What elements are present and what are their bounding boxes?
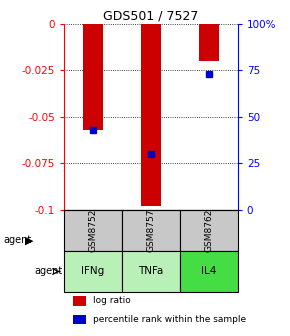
Bar [72,315,86,325]
Text: ▶: ▶ [25,235,33,245]
Text: GSM8762: GSM8762 [204,209,213,252]
Text: percentile rank within the sample: percentile rank within the sample [93,315,246,324]
Text: IFNg: IFNg [81,266,104,277]
Bar [64,210,122,251]
Text: log ratio: log ratio [93,296,131,305]
Bar [122,251,180,292]
Bar [199,24,219,61]
Text: IL4: IL4 [201,266,217,277]
Bar [122,210,180,251]
Text: agent: agent [3,235,31,245]
Text: TNFa: TNFa [138,266,164,277]
Bar [180,210,238,251]
Text: agent: agent [35,266,63,277]
Bar [72,296,86,306]
Text: GSM8757: GSM8757 [146,209,155,252]
Text: GSM8752: GSM8752 [88,209,97,252]
Bar [180,251,238,292]
Title: GDS501 / 7527: GDS501 / 7527 [103,9,198,23]
Bar [83,24,103,130]
Bar [64,251,122,292]
Bar [141,24,161,206]
